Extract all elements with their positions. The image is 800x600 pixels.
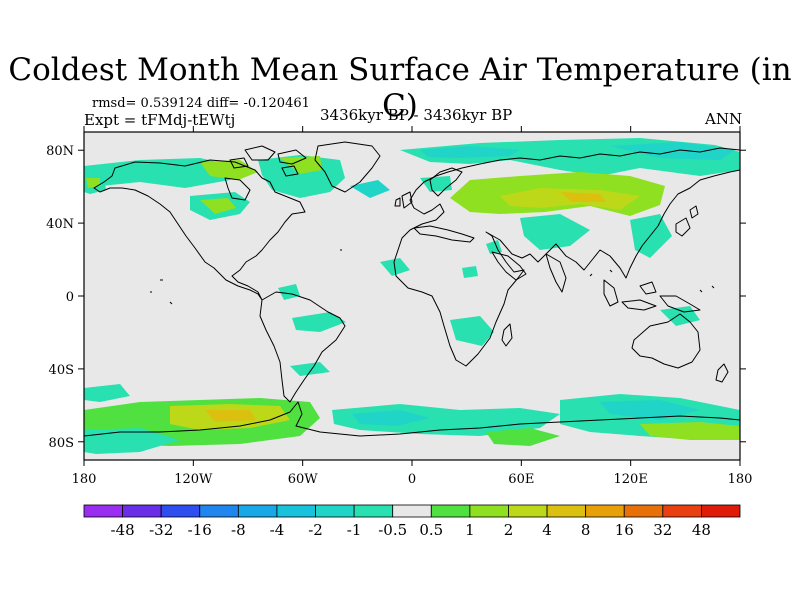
anomaly-region (84, 384, 130, 402)
coastline-south-america (259, 291, 346, 403)
coastline-southeast-asia (603, 279, 701, 313)
colorbar-label: -8 (231, 521, 246, 539)
coastline-british-isles (394, 191, 413, 209)
colorbar-swatch (160, 504, 201, 518)
lon-tick-label: 180 (72, 472, 97, 487)
colorbar-label: -1 (347, 521, 362, 539)
coastline-australia (631, 313, 701, 369)
coastline-hudson-bay (224, 177, 251, 201)
colorbar-swatch (392, 504, 432, 518)
colorbar-swatch (585, 504, 625, 518)
colorbar-label: -48 (111, 521, 135, 539)
anomaly-region (630, 214, 672, 258)
colorbar-swatch (199, 504, 239, 518)
coastline-eurasia-africa (393, 147, 740, 367)
colorbar-label: -2 (308, 521, 323, 539)
coastlines (84, 141, 740, 437)
anomaly-region (486, 428, 560, 446)
colorbar-label: 1 (465, 521, 475, 539)
coastline-scandinavia (429, 167, 463, 197)
anomaly-region (352, 410, 430, 426)
anomaly-region (600, 400, 700, 420)
map-title: Coldest Month Mean Surface Air Temperatu… (8, 52, 792, 124)
colorbar-label: 4 (542, 521, 552, 539)
anomaly-region (450, 316, 494, 346)
lon-tick-label: 0 (408, 472, 416, 487)
colorbar-swatch (430, 504, 471, 518)
latitude-axis: 80N 40N 0 40S 80S (46, 144, 746, 451)
colorbar: -48 -32 -16 -8 -4 -2 -1 -0.5 0.5 1 2 4 8 16 32 48 (83, 504, 741, 539)
anomaly-region (84, 428, 180, 454)
island-dots (150, 249, 715, 305)
anomaly-region (560, 192, 606, 202)
lon-tick-label: 180 (728, 472, 753, 487)
anomaly-field (84, 138, 740, 454)
anomaly-region (258, 155, 345, 198)
colorbar-swatch (701, 504, 741, 518)
coastline-arabia-india (491, 251, 567, 293)
colorbar-label: 0.5 (419, 521, 443, 539)
colorbar-swatch (353, 504, 394, 518)
coastline-antarctica (84, 401, 740, 437)
colorbar-swatch (83, 504, 123, 518)
colorbar-swatch (662, 504, 702, 518)
colorbar-label: -4 (270, 521, 285, 539)
colorbar-label: 32 (653, 521, 672, 539)
colorbar-swatch (469, 504, 509, 518)
lat-tick-label: 40S (49, 363, 74, 378)
lon-tick-label: 120W (174, 472, 213, 487)
lat-tick-label: 0 (66, 290, 74, 305)
lat-tick-label: 40N (46, 217, 74, 232)
colorbar-swatch (315, 504, 355, 518)
colorbar-label: 2 (504, 521, 514, 539)
anomaly-region (205, 410, 256, 422)
coastline-north-america (93, 159, 306, 301)
lon-tick-label: 60W (288, 472, 319, 487)
anomaly-region (86, 178, 100, 188)
anomaly-region (350, 180, 390, 198)
anomaly-region (292, 312, 346, 332)
anomaly-region (280, 156, 322, 174)
coastline-mediterranean (413, 225, 475, 243)
colorbar-label: 16 (615, 521, 634, 539)
colorbar-swatch (546, 504, 587, 518)
colorbar-swatch (276, 504, 316, 518)
period-label: 3436kyr BP - 3436kyr BP (320, 106, 513, 124)
coastline-madagascar (501, 323, 513, 347)
coastline-arctic-islands (229, 145, 307, 177)
anomaly-region (640, 422, 740, 440)
anomaly-region (520, 214, 590, 250)
lon-tick-label: 60E (508, 472, 534, 487)
colorbar-swatch (508, 504, 548, 518)
colorbar-label: -32 (149, 521, 173, 539)
anomaly-region (290, 362, 330, 376)
colorbar-label: 8 (581, 521, 591, 539)
season-label: ANN (705, 110, 743, 128)
colorbar-label: -16 (188, 521, 212, 539)
coastline-new-zealand (715, 363, 729, 383)
longitude-axis: 180 120W 60W 0 60E 120E 180 (72, 126, 753, 487)
lat-tick-label: 80S (49, 436, 74, 451)
coastline-greenland (314, 141, 381, 193)
anomaly-region (420, 146, 520, 158)
colorbar-label: -0.5 (378, 521, 407, 539)
experiment-label: Expt = tFMdj-tEWtj (84, 111, 236, 129)
colorbar-swatch (623, 504, 664, 518)
coastline-japan (675, 205, 699, 237)
colorbar-swatch (122, 504, 162, 518)
anomaly-region (462, 266, 478, 278)
anomaly-region (278, 284, 300, 300)
lat-tick-label: 80N (46, 144, 74, 159)
colorbar-swatch (237, 504, 278, 518)
anomaly-region (200, 198, 236, 214)
lon-tick-label: 120E (614, 472, 648, 487)
colorbar-label: 48 (692, 521, 711, 539)
stats-label: rmsd= 0.539124 diff= -0.120461 (92, 96, 310, 111)
